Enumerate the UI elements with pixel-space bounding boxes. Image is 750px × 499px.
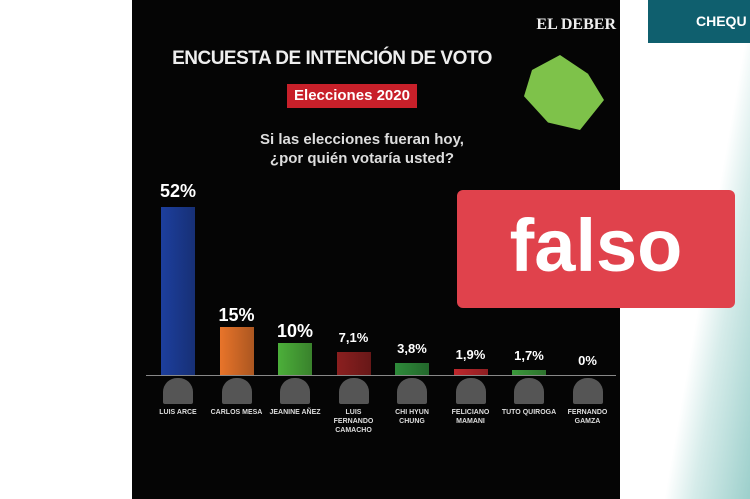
portrait (280, 378, 310, 404)
bar (395, 362, 429, 375)
chart-subtitle: Elecciones 2020 (287, 84, 417, 108)
bar (161, 207, 195, 375)
x-tick-label: JEANINE AÑEZ (269, 409, 321, 416)
chart-title: ENCUESTA DE INTENCIÓN DE VOTO (172, 48, 492, 69)
data-label: 52% (159, 181, 197, 201)
x-tick-label: FELICIANO MAMANI (451, 409, 490, 425)
bar (278, 342, 312, 375)
x-tick-label: TUTO QUIROGA (501, 409, 557, 416)
map-graphic (524, 55, 604, 130)
x-tick-label: CARLOS MESA (210, 409, 263, 416)
data-label: 10% (276, 320, 314, 341)
x-tick-label: FERNANDO GAMZA (567, 409, 608, 425)
false-stamp: falso (457, 190, 735, 308)
brand-bar: CHEQU (648, 0, 750, 43)
portrait (338, 378, 369, 404)
portrait (514, 378, 544, 404)
bar (512, 369, 546, 375)
data-label: 15% (218, 304, 255, 325)
question: Si las elecciones fueran hoy, ¿por quién… (260, 131, 464, 167)
source: EL DEBER (536, 16, 616, 33)
portrait (572, 378, 603, 404)
portrait (163, 378, 193, 404)
bar (453, 368, 488, 375)
data-label: 1,7% (514, 347, 544, 363)
x-tick-label: CHI HYUN CHUNG (395, 409, 429, 425)
x-tick-label: LUIS ARCE (159, 409, 197, 416)
x-tick-label: LUIS FERNANDO CAMACHO (333, 409, 374, 434)
data-label: 0% (578, 353, 597, 368)
portrait (455, 378, 486, 404)
portrait (397, 378, 427, 404)
data-label: 1,9% (455, 346, 486, 362)
baseline (146, 375, 616, 376)
portrait (221, 378, 252, 404)
data-label: 3,8% (397, 340, 427, 356)
bar (219, 326, 254, 375)
bar (336, 352, 371, 375)
data-label: 7,1% (338, 330, 369, 346)
